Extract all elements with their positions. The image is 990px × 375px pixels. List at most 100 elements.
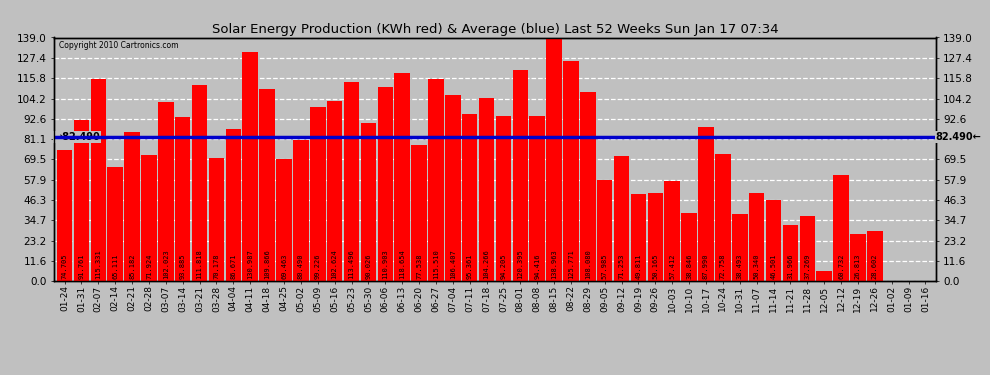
Text: 91.761: 91.761 — [78, 253, 84, 279]
Text: 120.395: 120.395 — [518, 249, 524, 279]
Bar — [800, 216, 815, 281]
Text: 118.654: 118.654 — [399, 249, 405, 279]
Text: 87.990: 87.990 — [703, 253, 709, 279]
Bar — [446, 94, 460, 281]
Bar — [563, 61, 579, 281]
Text: 115.331: 115.331 — [95, 249, 101, 279]
Bar — [580, 92, 596, 281]
Bar — [867, 231, 882, 281]
Text: 111.818: 111.818 — [197, 249, 203, 279]
Text: 108.080: 108.080 — [585, 249, 591, 279]
Bar — [158, 102, 173, 281]
Bar — [496, 116, 511, 281]
Text: 138.963: 138.963 — [551, 249, 557, 279]
Text: 65.111: 65.111 — [112, 253, 118, 279]
Bar — [834, 175, 848, 281]
Text: 104.266: 104.266 — [483, 249, 490, 279]
Text: 82.490←: 82.490← — [936, 132, 981, 142]
Bar — [614, 156, 630, 281]
Bar — [276, 159, 292, 281]
Bar — [715, 154, 731, 281]
Bar — [73, 120, 89, 281]
Bar — [765, 200, 781, 281]
Text: 80.490: 80.490 — [298, 253, 304, 279]
Bar — [817, 271, 832, 281]
Text: 110.903: 110.903 — [382, 249, 388, 279]
Text: 57.412: 57.412 — [669, 253, 675, 279]
Bar — [125, 132, 140, 281]
Bar — [293, 140, 309, 281]
Bar — [394, 73, 410, 281]
Text: 94.205: 94.205 — [500, 253, 507, 279]
Text: 93.885: 93.885 — [180, 253, 186, 279]
Text: 106.407: 106.407 — [449, 249, 455, 279]
Bar — [698, 127, 714, 281]
Bar — [783, 225, 798, 281]
Text: 85.182: 85.182 — [129, 253, 135, 279]
Bar — [681, 213, 697, 281]
Bar — [344, 82, 359, 281]
Bar — [209, 158, 225, 281]
Text: 86.671: 86.671 — [231, 253, 237, 279]
Bar — [192, 85, 207, 281]
Text: →82.490: →82.490 — [54, 132, 100, 142]
Bar — [90, 79, 106, 281]
Bar — [631, 194, 646, 281]
Text: 99.226: 99.226 — [315, 253, 321, 279]
Text: 50.165: 50.165 — [652, 253, 658, 279]
Text: 113.496: 113.496 — [348, 249, 354, 279]
Bar — [850, 234, 865, 281]
Text: 38.846: 38.846 — [686, 253, 692, 279]
Text: 46.501: 46.501 — [770, 253, 776, 279]
Bar — [546, 38, 562, 281]
Text: 77.538: 77.538 — [416, 253, 422, 279]
Text: 60.732: 60.732 — [838, 253, 844, 279]
Text: 95.361: 95.361 — [466, 253, 472, 279]
Bar — [732, 214, 747, 281]
Text: 49.811: 49.811 — [636, 253, 642, 279]
Text: 72.758: 72.758 — [720, 253, 726, 279]
Bar — [360, 123, 376, 281]
Text: 115.510: 115.510 — [433, 249, 439, 279]
Bar — [428, 79, 444, 281]
Bar — [243, 51, 258, 281]
Text: 74.705: 74.705 — [61, 253, 67, 279]
Title: Solar Energy Production (KWh red) & Average (blue) Last 52 Weeks Sun Jan 17 07:3: Solar Energy Production (KWh red) & Aver… — [212, 23, 778, 36]
Bar — [108, 167, 123, 281]
Bar — [647, 193, 663, 281]
Text: 50.340: 50.340 — [753, 253, 759, 279]
Bar — [462, 114, 477, 281]
Text: 37.269: 37.269 — [804, 253, 810, 279]
Text: 130.987: 130.987 — [248, 249, 253, 279]
Text: 57.985: 57.985 — [602, 253, 608, 279]
Text: 69.463: 69.463 — [281, 253, 287, 279]
Text: Copyright 2010 Cartronics.com: Copyright 2010 Cartronics.com — [58, 41, 178, 50]
Bar — [259, 88, 275, 281]
Bar — [327, 101, 343, 281]
Text: 125.771: 125.771 — [568, 249, 574, 279]
Bar — [175, 117, 190, 281]
Bar — [479, 98, 494, 281]
Bar — [530, 116, 544, 281]
Text: 38.493: 38.493 — [737, 253, 742, 279]
Text: 102.023: 102.023 — [162, 249, 169, 279]
Bar — [748, 193, 764, 281]
Text: 71.253: 71.253 — [619, 253, 625, 279]
Text: 28.602: 28.602 — [872, 253, 878, 279]
Text: 70.178: 70.178 — [214, 253, 220, 279]
Text: 31.966: 31.966 — [787, 253, 793, 279]
Bar — [664, 181, 680, 281]
Bar — [226, 129, 242, 281]
Text: 109.866: 109.866 — [264, 249, 270, 279]
Text: 94.416: 94.416 — [535, 253, 541, 279]
Bar — [310, 107, 326, 281]
Text: 26.813: 26.813 — [855, 253, 861, 279]
Text: 90.026: 90.026 — [365, 253, 371, 279]
Bar — [56, 150, 72, 281]
Bar — [411, 145, 427, 281]
Bar — [142, 155, 156, 281]
Text: 71.924: 71.924 — [146, 253, 152, 279]
Bar — [377, 87, 393, 281]
Bar — [597, 180, 613, 281]
Text: 102.624: 102.624 — [332, 249, 338, 279]
